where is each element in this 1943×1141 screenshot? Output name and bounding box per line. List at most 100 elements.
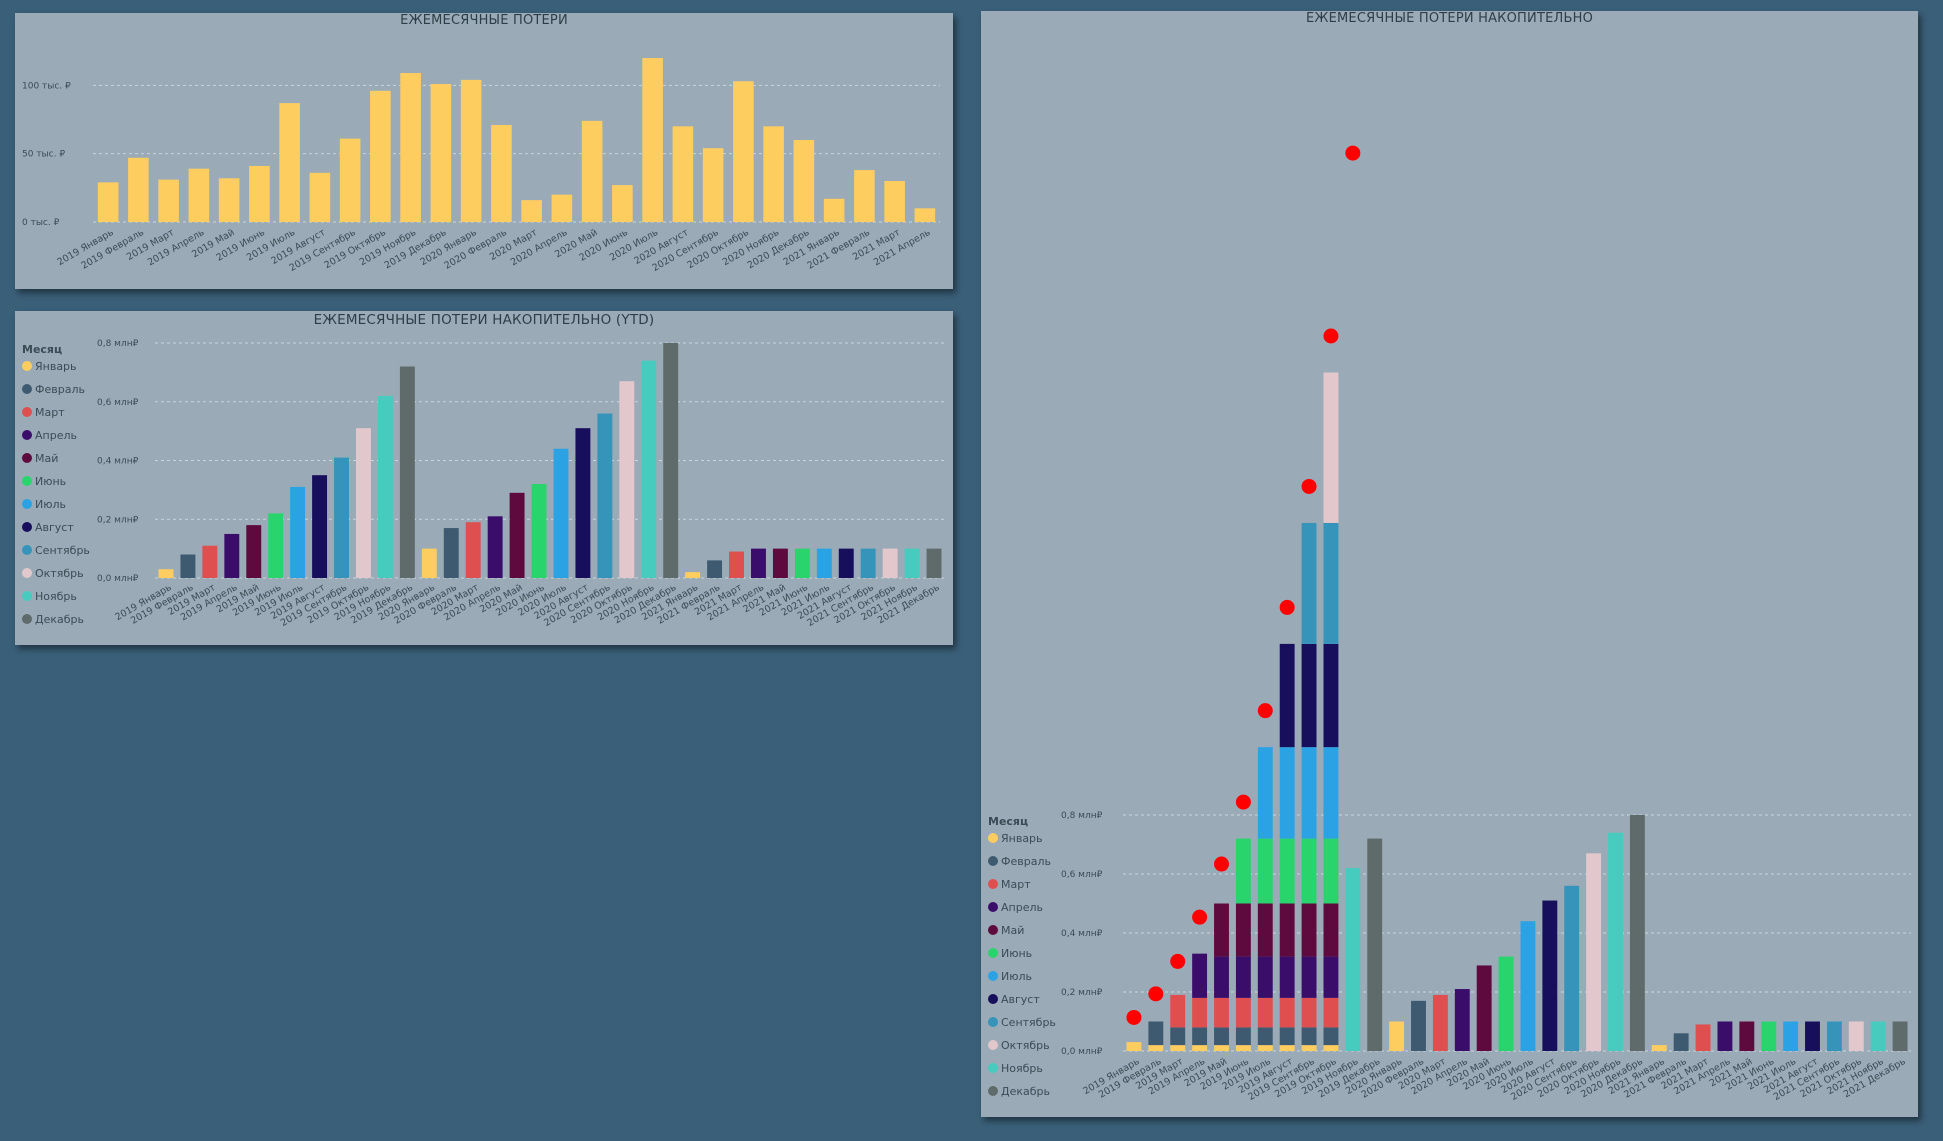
bar: [339, 138, 361, 222]
stack-segment: [1717, 1021, 1733, 1051]
stack-segment: [1323, 956, 1339, 998]
stack-segment: [1214, 997, 1229, 1028]
legend-marker: [22, 476, 32, 486]
bar: [553, 448, 569, 578]
bar: [491, 124, 512, 222]
stack-segment: [1192, 1027, 1208, 1046]
legend-marker: [988, 833, 998, 843]
bar: [641, 360, 657, 578]
legend-marker: [988, 1086, 998, 1096]
cumulative-dot: [1235, 794, 1251, 810]
legend-label: Апрель: [35, 429, 77, 442]
legend-marker: [22, 568, 32, 578]
bar: [158, 179, 179, 222]
legend-marker: [988, 971, 998, 981]
stack-segment: [1367, 838, 1383, 1051]
stack-segment: [1498, 956, 1514, 1051]
stack-segment: [1192, 997, 1208, 1028]
legend-label: Декабрь: [1001, 1085, 1050, 1098]
bar: [860, 548, 876, 578]
stack-segment: [1783, 1021, 1799, 1051]
stack-segment: [1323, 747, 1339, 839]
stack-segment: [1323, 372, 1339, 523]
bar: [487, 516, 503, 578]
bar: [465, 522, 481, 578]
stack-segment: [1235, 1027, 1251, 1046]
legend-marker: [22, 522, 32, 532]
bar: [188, 168, 210, 222]
bar: [702, 148, 724, 222]
legend-marker: [22, 591, 32, 601]
stack-segment: [1192, 953, 1208, 998]
legend-label: Сентябрь: [1001, 1016, 1056, 1029]
bar: [612, 185, 633, 222]
stack-segment: [1301, 522, 1317, 644]
bar: [854, 170, 875, 222]
stack-segment: [1673, 1033, 1689, 1051]
monthly-losses-title: ЕЖЕМЕСЯЧНЫЕ ПОТЕРИ: [400, 13, 568, 28]
stack-segment: [1235, 956, 1251, 998]
bar: [914, 208, 936, 222]
legend-label: Июль: [1001, 970, 1032, 983]
bar: [884, 181, 905, 222]
bar: [370, 90, 391, 222]
bar: [838, 548, 854, 578]
stack-segment: [1257, 997, 1273, 1028]
legend-marker: [988, 925, 998, 935]
legend-marker: [22, 430, 32, 440]
stack-segment: [1214, 1045, 1229, 1051]
stack-segment: [1148, 1021, 1164, 1046]
stack-segment: [1257, 956, 1273, 998]
bar: [400, 73, 421, 223]
stack-segment: [1126, 1042, 1142, 1051]
legend-label: Декабрь: [35, 613, 84, 626]
legend-label: Октябрь: [35, 567, 84, 580]
y-tick-label: 0,2 млн₽: [1061, 988, 1103, 998]
stack-segment: [1257, 747, 1273, 839]
stack-segment: [1192, 1045, 1208, 1051]
bar: [904, 548, 920, 578]
stack-segment: [1170, 994, 1186, 1028]
cumulative-dot: [1323, 328, 1339, 344]
bar: [158, 569, 174, 578]
stack-segment: [1826, 1021, 1842, 1051]
stack-segment: [1432, 994, 1448, 1051]
bar: [356, 428, 371, 578]
legend-marker: [988, 1063, 998, 1073]
monthly-losses-chart: 0 тыс. ₽50 тыс. ₽100 тыс. ₽2019 Январь20…: [22, 58, 940, 274]
y-tick-label: 100 тыс. ₽: [22, 81, 71, 91]
legend-label: Июнь: [1001, 947, 1032, 960]
stack-segment: [1520, 921, 1536, 1051]
stack-segment: [1279, 1027, 1295, 1046]
legend-label: Февраль: [35, 383, 85, 396]
bar: [926, 548, 942, 578]
legend-title: Месяц: [22, 343, 62, 356]
legend-title: Месяц: [988, 815, 1028, 828]
ytd-losses-panel: ЕЖЕМЕСЯЧНЫЕ ПОТЕРИ НАКОПИТЕЛЬНО (YTD) 0,…: [15, 311, 953, 645]
y-tick-label: 0,0 млн₽: [1061, 1047, 1103, 1057]
bar: [793, 140, 815, 222]
stack-segment: [1454, 989, 1470, 1051]
legend-marker: [22, 545, 32, 555]
bar: [202, 545, 218, 578]
bar: [575, 428, 591, 578]
stack-segment: [1389, 1021, 1405, 1051]
bar: [816, 548, 832, 578]
stack-segment: [1323, 838, 1339, 904]
bar: [551, 194, 573, 222]
stack-segment: [1214, 956, 1229, 998]
y-tick-label: 0,4 млн₽: [97, 457, 139, 467]
stack-segment: [1279, 903, 1295, 957]
stack-segment: [1301, 747, 1317, 839]
monthly-losses-panel: ЕЖЕМЕСЯЧНЫЕ ПОТЕРИ 0 тыс. ₽ 50 тыс. ₽ 100 …: [15, 13, 953, 289]
legend-marker: [988, 994, 998, 1004]
bar: [509, 492, 525, 578]
bar: [531, 484, 547, 578]
bar: [279, 103, 300, 222]
stack-segment: [1279, 997, 1295, 1028]
stack-segment: [1235, 838, 1251, 904]
bar: [729, 551, 744, 578]
stack-segment: [1279, 1045, 1295, 1051]
stack-segment: [1257, 838, 1273, 904]
y-tick-label: 0,4 млн₽: [1061, 929, 1103, 939]
